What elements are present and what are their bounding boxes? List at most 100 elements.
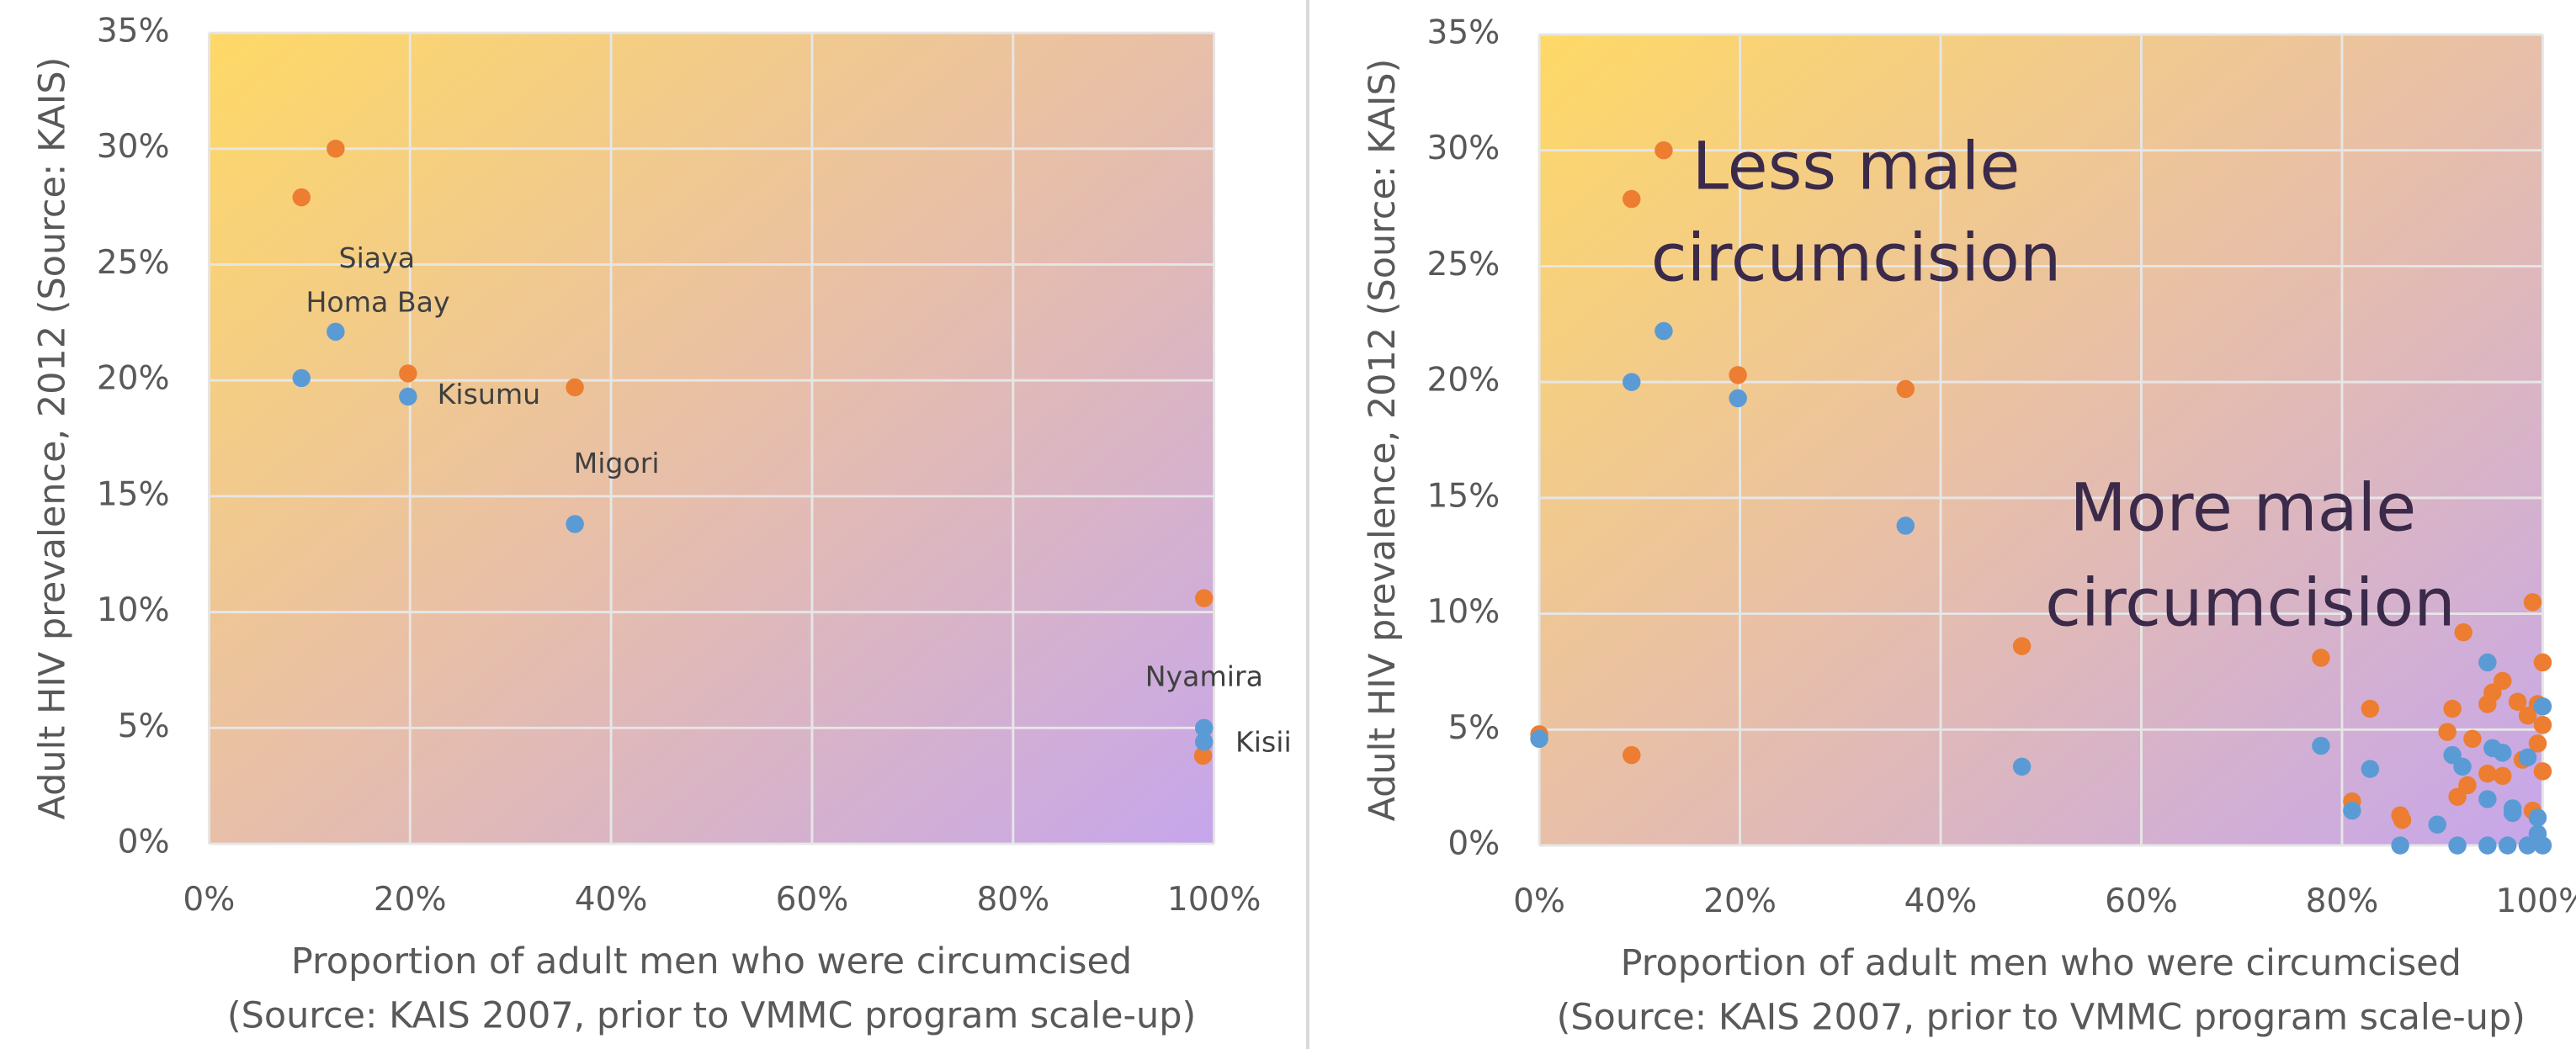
point [2494,671,2512,691]
point [1623,745,1641,765]
annotation: circumcision [2045,566,2456,642]
y-tick-label: 15% [97,475,170,513]
x-tick-label: 60% [776,881,849,919]
point [292,368,311,388]
y-tick-label: 30% [1427,130,1500,167]
point [327,322,345,342]
y-tick-label: 5% [1447,709,1500,747]
point [2393,810,2412,829]
point [2533,716,2552,734]
x-axis-label: Proportion of adult men who were circumc… [1621,942,2462,984]
annotation: Nyamira [1145,660,1263,692]
point [1729,389,1747,408]
point [2391,836,2409,855]
plot-area [209,33,1214,845]
point [2478,836,2497,855]
point [1530,729,1548,749]
y-tick-label: 0% [118,824,170,861]
y-tick-label: 25% [97,244,170,282]
point [2478,653,2497,672]
point [1654,321,1673,341]
annotation: Siaya [339,241,416,274]
x-tick-label: 0% [1513,882,1565,920]
point [2361,760,2380,778]
x-tick-label: 100% [2496,882,2576,920]
x-tick-label: 0% [183,881,235,919]
point [566,515,584,533]
x-tick-label: 40% [1904,882,1978,920]
annotation: Kisii [1235,726,1292,759]
point [399,364,417,383]
point [2453,757,2472,776]
y-tick-label: 10% [1427,593,1500,631]
point [2533,762,2552,781]
x-tick-label: 20% [1703,882,1777,920]
point [1623,189,1641,209]
point [2518,748,2537,767]
point [2438,723,2456,741]
point [2312,736,2330,755]
point [2443,699,2462,718]
point [566,378,584,397]
y-tick-label: 5% [118,707,170,745]
point [1729,366,1747,384]
point [2012,637,2032,655]
x-tick-label: 40% [575,881,648,919]
x-tick-label: 100% [1167,881,1261,919]
annotation: Migori [574,447,660,479]
point [1623,373,1641,391]
point [2463,729,2482,749]
point [2498,836,2517,855]
x-axis-label: (Source: KAIS 2007, prior to VMMC progra… [1557,996,2526,1038]
point [2448,836,2467,855]
point [2503,803,2522,823]
y-tick-label: 25% [1427,246,1500,283]
y-tick-label: 15% [1427,477,1500,515]
point [2528,734,2547,753]
y-tick-label: 35% [1427,13,1500,51]
y-tick-label: 10% [97,591,170,629]
point [2361,699,2380,718]
point [2448,787,2467,806]
point [1193,746,1213,766]
annotation: Homa Bay [306,286,450,319]
y-axis-label: Adult HIV prevalence, 2012 (Source: KAIS… [31,57,73,820]
point [2343,801,2361,820]
point [399,387,417,406]
point [2478,764,2497,783]
point [2508,692,2527,711]
y-tick-label: 30% [97,128,170,166]
x-axis-label: (Source: KAIS 2007, prior to VMMC progra… [227,994,1196,1036]
plot-area [1539,34,2543,846]
y-tick-label: 0% [1447,825,1500,863]
x-tick-label: 80% [976,881,1049,919]
annotation: Less male [1692,129,2021,204]
point [2523,593,2542,612]
point [327,140,345,158]
point [2478,790,2497,808]
point [1896,379,1915,399]
point [2494,766,2512,786]
point [292,188,311,207]
point [1195,718,1214,738]
point [2494,744,2512,762]
point [2528,808,2547,827]
x-tick-label: 80% [2306,882,2379,920]
point [2312,649,2330,667]
annotation: More male [2069,470,2416,546]
x-tick-label: 60% [2105,882,2178,920]
point [2454,623,2472,642]
point [2012,757,2032,776]
y-axis-label: Adult HIV prevalence, 2012 (Source: KAIS… [1362,59,1404,822]
point [2428,815,2446,834]
point [2533,697,2552,716]
point [2528,824,2547,843]
y-tick-label: 35% [97,13,170,50]
y-tick-label: 20% [1427,362,1500,400]
point [1896,517,1915,535]
x-tick-label: 20% [374,881,447,919]
point [1654,140,1673,160]
annotation: Kisumu [438,378,541,411]
